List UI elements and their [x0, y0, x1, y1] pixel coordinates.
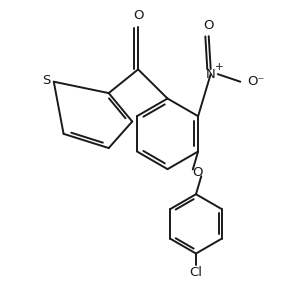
- Text: O: O: [204, 19, 214, 32]
- Text: +: +: [215, 62, 223, 72]
- Text: N: N: [206, 68, 215, 81]
- Text: Cl: Cl: [190, 266, 202, 279]
- Text: O: O: [192, 166, 202, 179]
- Text: O⁻: O⁻: [247, 75, 265, 88]
- Text: S: S: [43, 74, 51, 87]
- Text: O: O: [133, 10, 143, 22]
